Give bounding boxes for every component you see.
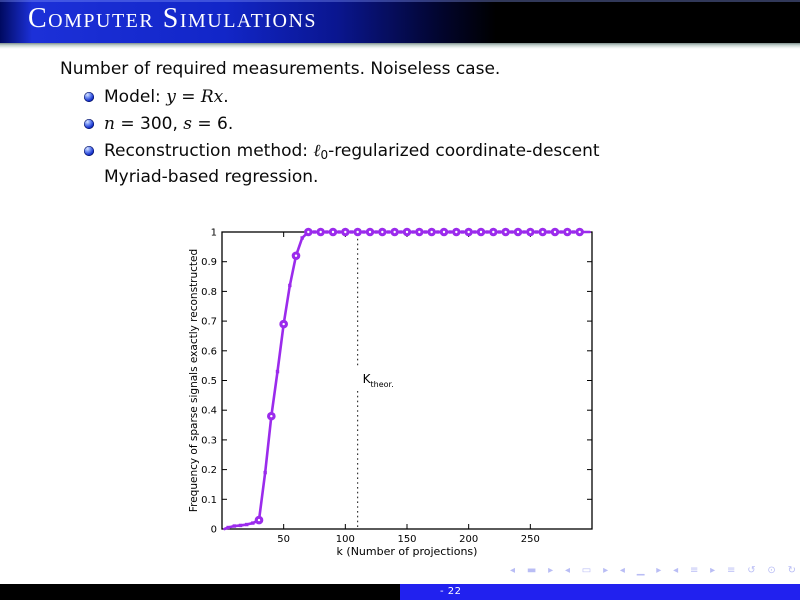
svg-text:0.7: 0.7 [201,317,217,328]
nav-slide-next-icon[interactable]: ▸ [548,564,554,576]
svg-text:250: 250 [521,534,540,545]
footer-left-bar [0,584,400,600]
intro-text: Number of required measurements. Noisele… [60,59,501,79]
bullet-text-part: = 6. [192,114,234,134]
bullet-text-part: Model: [104,87,167,107]
math-subscript-0: 0 [320,148,329,162]
reconstruction-frequency-chart: 50 100 150 200 250 0 0.1 0.2 0.3 0.4 0.5 0.6 0.7 0.8 0… [186,225,598,560]
page-number: - 22 [440,586,462,597]
bullet-text-part: -regularized coordinate-descent [328,141,600,161]
bullet-ball-icon [84,92,94,102]
nav-search-icon[interactable]: ⊙ [767,564,776,576]
math-var-y: y [166,87,176,107]
svg-text:150: 150 [397,534,416,545]
nav-section-prev-icon[interactable]: ◂ [673,564,679,576]
svg-text:1: 1 [211,228,217,239]
bullet-item-model: Model: y = Rx. [84,88,600,106]
slide-title: Computer Simulations [28,3,318,34]
svg-text:Frequency of sparse signals ex: Frequency of sparse signals exactly reco… [188,249,200,512]
svg-text:k (Number of projections): k (Number of projections) [337,545,478,558]
svg-text:0.5: 0.5 [201,376,217,387]
svg-text:100: 100 [336,534,355,545]
nav-slide-prev-icon[interactable]: ◂ [510,564,516,576]
svg-text:0.4: 0.4 [201,406,217,417]
bullet-text-model: Model: y = Rx. [104,88,229,106]
bullet-text-part: . [223,87,229,107]
bullet-list: Model: y = Rx. n = 300, s = 6. Reconstru… [84,88,600,195]
title-bar: Computer Simulations [0,0,800,43]
bullet-text-part: = [175,87,201,107]
nav-appendix-icon[interactable]: ≡ [727,564,736,576]
nav-slide-icon[interactable]: ▬ [526,564,537,576]
nav-frame-next-icon[interactable]: ▸ [603,564,609,576]
math-var-Rx: Rx [200,87,224,107]
bullet-item-method: Reconstruction method: ℓ0-regularized co… [84,142,600,186]
nav-subsection-prev-icon[interactable]: ◂ [619,564,625,576]
math-var-n: n [104,114,115,134]
svg-text:0: 0 [211,525,217,536]
nav-frame-icon[interactable]: ▭ [581,564,592,576]
bullet-text-continuation: Myriad-based regression. [104,167,319,187]
nav-subsection-next-icon[interactable]: ▸ [656,564,662,576]
svg-text:Ktheor.: Ktheor. [363,372,394,389]
svg-text:0.9: 0.9 [201,257,217,268]
svg-text:0.2: 0.2 [201,465,217,476]
chart-canvas: 50 100 150 200 250 0 0.1 0.2 0.3 0.4 0.5 0.6 0.7 0.8 0… [188,228,593,558]
header-divider [0,43,800,49]
bullet-text-params: n = 300, s = 6. [104,115,233,133]
svg-text:0.6: 0.6 [201,346,217,357]
bullet-item-params: n = 300, s = 6. [84,115,600,133]
nav-subsection-icon[interactable]: ▁ [636,564,645,576]
nav-frame-prev-icon[interactable]: ◂ [564,564,570,576]
svg-text:0.3: 0.3 [201,435,217,446]
nav-section-next-icon[interactable]: ▸ [710,564,716,576]
math-var-s: s [183,114,192,134]
nav-forward-icon[interactable]: ↻ [787,564,796,576]
svg-text:0.1: 0.1 [201,495,217,506]
math-ell: ℓ [313,141,321,161]
svg-text:200: 200 [459,534,478,545]
svg-text:50: 50 [277,534,290,545]
bullet-text-part: Reconstruction method: [104,141,314,161]
footer-right-bar: - 22 [400,584,800,600]
bullet-ball-icon [84,146,94,156]
svg-text:0.8: 0.8 [201,287,217,298]
bullet-ball-icon [84,119,94,129]
beamer-navigation-bar: ◂ ▬ ▸ ◂ ▭ ▸ ◂ ▁ ▸ ◂ ≡ ▸ ≡ ↺ ⊙ ↻ [510,563,796,578]
bullet-text-method: Reconstruction method: ℓ0-regularized co… [104,142,600,186]
nav-back-icon[interactable]: ↺ [747,564,756,576]
bullet-text-part: = 300, [114,114,184,134]
nav-section-icon[interactable]: ≡ [689,564,699,576]
